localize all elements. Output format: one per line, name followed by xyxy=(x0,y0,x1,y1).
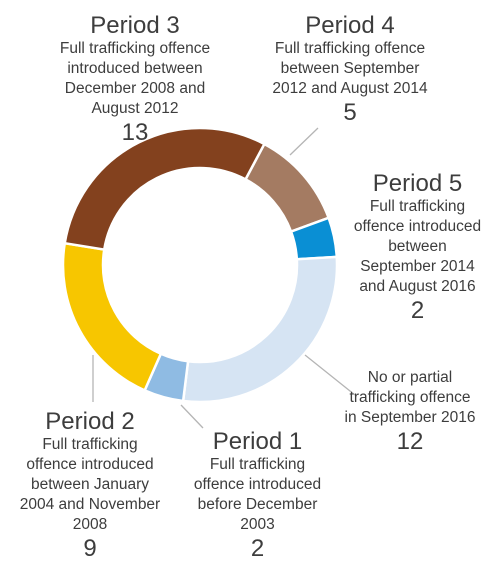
leader-line-none xyxy=(304,354,356,396)
leader-line-period4 xyxy=(289,127,319,156)
leader-line-period1 xyxy=(180,404,204,429)
label-period3-title: Period 3 xyxy=(90,12,180,39)
label-period2-line: 2008 xyxy=(72,516,108,533)
label-period2: Period 2 Full trafficking offence introd… xyxy=(10,408,170,563)
label-period4-count: 5 xyxy=(343,99,357,126)
label-period3-count: 13 xyxy=(121,119,149,146)
label-period3-line: December 2008 and xyxy=(64,80,206,97)
label-period3: Period 3 Full trafficking offence introd… xyxy=(20,12,250,147)
slice-period3 xyxy=(63,126,267,251)
label-period5-line: Full trafficking xyxy=(369,198,466,215)
leader-lines xyxy=(92,127,356,429)
label-none-line: in September 2016 xyxy=(344,409,476,426)
label-period5-line: and August 2016 xyxy=(359,278,476,295)
label-period1: Period 1 Full trafficking offence introd… xyxy=(180,428,335,563)
label-period1-count: 2 xyxy=(250,535,265,562)
label-period5-count: 2 xyxy=(410,297,425,324)
label-none: No or partial trafficking offence in Sep… xyxy=(330,368,490,456)
label-period5-line: September 2014 xyxy=(360,258,475,275)
label-period1-line: Full trafficking xyxy=(209,456,306,473)
label-period3-line: August 2012 xyxy=(91,100,179,117)
label-period2-line: 2004 and November xyxy=(19,496,161,513)
slice-period2 xyxy=(61,241,163,392)
label-period5-line: between xyxy=(388,238,447,255)
label-period4-line: between September xyxy=(280,60,420,77)
label-period4-line: 2012 and August 2014 xyxy=(272,80,428,97)
label-period4-title: Period 4 xyxy=(305,12,395,39)
label-period2-line: Full trafficking xyxy=(42,436,138,453)
label-period1-line: before December xyxy=(197,496,318,513)
donut-slices xyxy=(61,126,339,404)
label-period4: Period 4 Full trafficking offence betwee… xyxy=(240,12,460,127)
label-period3-line: Full trafficking offence xyxy=(59,40,211,57)
label-period5-line: offence introduced xyxy=(353,218,482,235)
label-period2-count: 9 xyxy=(83,535,97,562)
label-period5-title: Period 5 xyxy=(372,170,463,197)
label-none-line: No or partial xyxy=(367,369,453,386)
label-period4-line: Full trafficking offence xyxy=(274,40,426,57)
label-period1-line: 2003 xyxy=(240,516,275,533)
label-none-count: 12 xyxy=(396,428,424,455)
label-period1-line: offence introduced xyxy=(193,476,322,493)
label-none-line: trafficking offence xyxy=(349,389,471,406)
label-period2-title: Period 2 xyxy=(45,408,135,435)
label-period1-title: Period 1 xyxy=(212,428,303,455)
label-period2-line: offence introduced xyxy=(26,456,154,473)
label-period2-line: between January xyxy=(30,476,150,493)
label-period3-line: introduced between xyxy=(67,60,203,77)
slice-none xyxy=(181,255,339,404)
label-period5: Period 5 Full trafficking offence introd… xyxy=(340,170,495,325)
